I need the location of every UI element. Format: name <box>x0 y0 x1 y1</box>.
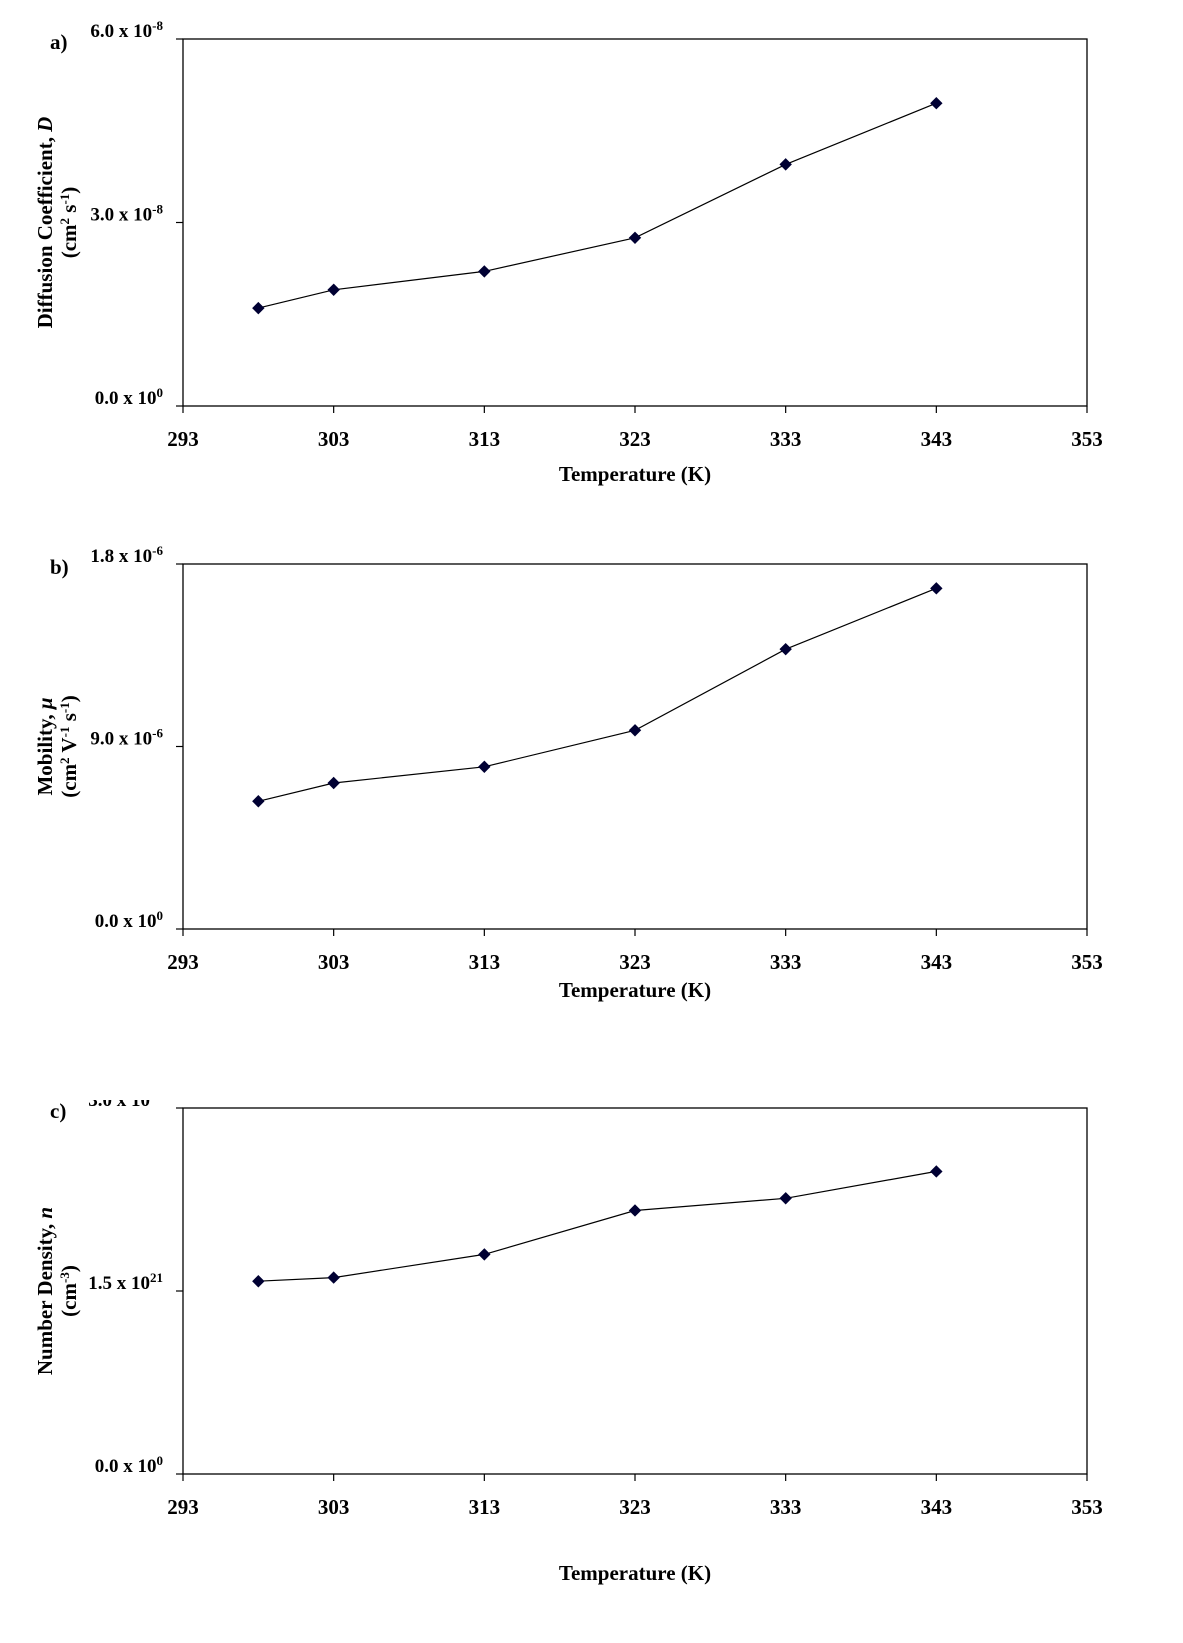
chart-panel-b: 293 303 313 323 333 343 353 0.0 x 100 9.0 x 10-6… <box>0 540 1183 1050</box>
x-tick-label: 343 <box>921 427 953 451</box>
y-axis-title: Number Density, n <box>33 1207 57 1375</box>
series-line <box>258 587 937 802</box>
x-tick-label: 353 <box>1071 427 1103 451</box>
x-tick-label: 353 <box>1071 1495 1103 1519</box>
y-tick-label: 0.0 x 100 <box>95 385 163 410</box>
data-point-marker <box>478 1248 491 1261</box>
series-line <box>258 102 937 309</box>
data-point-marker <box>628 724 642 737</box>
y-tick-label: 0.0 x 100 <box>95 1453 163 1478</box>
data-point-marker <box>327 283 340 296</box>
data-point-marker <box>779 1192 792 1205</box>
data-point-marker <box>779 642 792 656</box>
x-axis-title: Temperature (K) <box>559 1561 711 1585</box>
x-tick-label: 293 <box>167 1495 199 1519</box>
y-axis-unit: (cm2 s-1) <box>57 187 82 259</box>
chart-panel-a: 293 303 313 323 333 343 353 0.0 x 100 3.0 x 10-8… <box>0 0 1183 510</box>
data-point-marker <box>252 301 265 315</box>
chart-panel-c: 293 303 313 323 333 343 353 0.0 x 100 1.5 x 1021… <box>0 1100 1183 1643</box>
data-point-marker <box>252 1275 265 1288</box>
y-tick-label: 0.0 x 100 <box>95 908 163 933</box>
data-point-marker <box>327 1271 340 1284</box>
y-axis-title: Mobility, μ <box>33 697 57 795</box>
y-tick-label: 1.5 x 1021 <box>88 1270 163 1295</box>
x-tick-label: 293 <box>167 427 199 451</box>
x-axis-title: Temperature (K) <box>559 978 711 1002</box>
x-tick-label: 343 <box>921 1495 953 1519</box>
panel-label: c) <box>50 1100 66 1123</box>
data-point-marker <box>628 1204 642 1217</box>
plot-area-frame <box>182 1107 1088 1475</box>
x-tick-label: 303 <box>318 1495 350 1519</box>
x-tick-label: 303 <box>318 950 350 974</box>
mobility-chart: 293 303 313 323 333 343 353 0.0 x 100 9.0 x 10-6… <box>33 543 1103 1003</box>
data-point-marker <box>478 760 491 773</box>
plot-area-frame <box>182 563 1088 930</box>
y-tick-label: 3.0 x 1021 <box>88 1100 163 1111</box>
number-density-chart: 293 303 313 323 333 343 353 0.0 x 100 1.5 x 1021… <box>33 1100 1103 1585</box>
data-point-marker <box>252 795 265 808</box>
x-tick-label: 353 <box>1071 950 1103 974</box>
y-tick-label: 1.8 x 10-6 <box>90 543 163 568</box>
x-tick-label: 323 <box>619 427 651 451</box>
x-tick-label: 313 <box>469 950 501 974</box>
y-axis-unit: (cm2 V-1 s-1) <box>57 695 82 797</box>
x-tick-label: 313 <box>469 1495 501 1519</box>
x-tick-label: 333 <box>770 950 802 974</box>
data-point-marker <box>478 265 491 278</box>
x-tick-label: 303 <box>318 427 350 451</box>
y-tick-label: 3.0 x 10-8 <box>90 201 163 226</box>
data-point-marker <box>327 776 340 790</box>
series-line <box>258 1170 937 1282</box>
y-tick-label: 6.0 x 10-8 <box>90 18 163 43</box>
x-tick-label: 333 <box>770 427 802 451</box>
x-tick-label: 323 <box>619 1495 651 1519</box>
x-tick-label: 343 <box>921 950 953 974</box>
x-tick-label: 313 <box>469 427 501 451</box>
x-axis-title: Temperature (K) <box>559 462 711 486</box>
y-axis-unit: (cm-3) <box>57 1265 82 1317</box>
x-tick-label: 323 <box>619 950 651 974</box>
plot-area-frame <box>182 38 1088 407</box>
data-point-marker <box>930 582 943 595</box>
data-point-marker <box>930 97 943 110</box>
panel-label: b) <box>50 555 69 579</box>
x-tick-label: 293 <box>167 950 199 974</box>
data-point-marker <box>930 1165 943 1178</box>
diffusion-coefficient-chart: 293 303 313 323 333 343 353 0.0 x 100 3.0 x 10-8… <box>33 18 1103 487</box>
y-tick-label: 9.0 x 10-6 <box>90 725 163 750</box>
x-tick-label: 333 <box>770 1495 802 1519</box>
data-point-marker <box>628 231 642 244</box>
y-axis-title: Diffusion Coefficient, D <box>33 117 57 329</box>
panel-label: a) <box>50 30 68 54</box>
data-point-marker <box>779 158 792 171</box>
